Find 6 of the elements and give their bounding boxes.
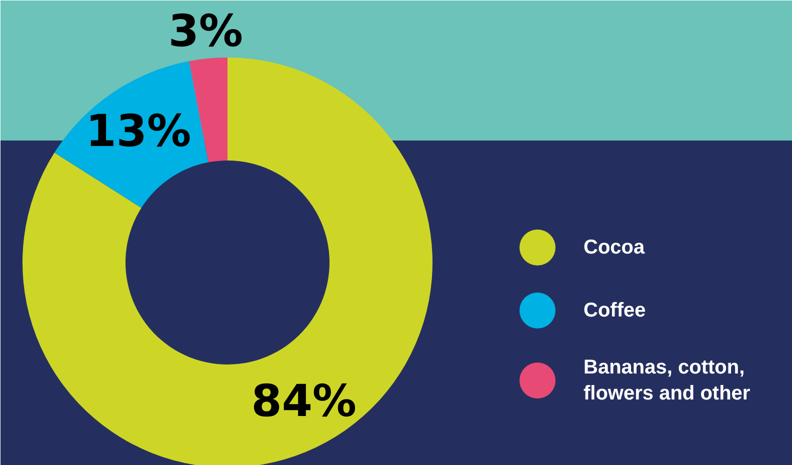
legend-label: Bananas, cotton, flowers and other bbox=[584, 356, 750, 405]
legend-label: Coffee bbox=[584, 300, 646, 322]
legend-label: Cocoa bbox=[584, 236, 646, 258]
data-label: 13% bbox=[86, 106, 192, 157]
data-label: 3% bbox=[168, 6, 244, 58]
data-label: 84% bbox=[251, 376, 357, 427]
